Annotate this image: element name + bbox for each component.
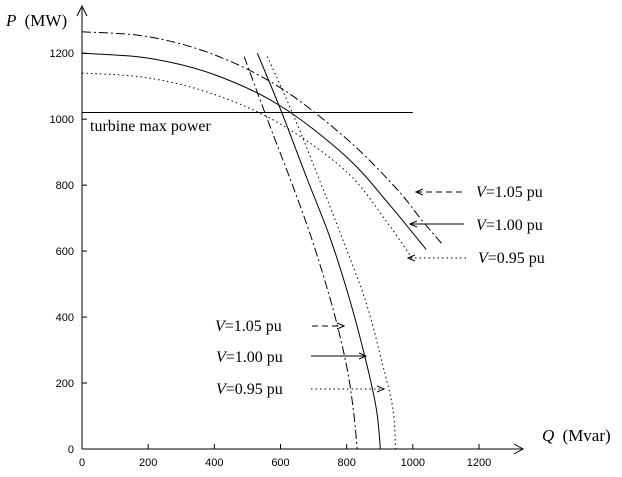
series-line-field-3 — [243, 56, 358, 450]
series-line-armature-1 — [81, 52, 427, 250]
y-tick-label: 400 — [56, 312, 74, 324]
x-tick-label: 600 — [271, 457, 289, 469]
y-axis-unit: (MW) — [25, 11, 67, 30]
y-tick-label: 0 — [68, 444, 74, 456]
turbine-limit: turbine max power — [82, 112, 413, 135]
annotation-label: V=0.95 pu — [216, 381, 283, 398]
y-axis-title: P (MW) — [5, 11, 67, 30]
x-axis-unit: (Mvar) — [563, 426, 611, 445]
x-tick-label: 200 — [139, 457, 157, 469]
x-ticks: 0 200 400 600 800 1000 1200 — [79, 444, 491, 469]
y-tick-label: 1200 — [50, 48, 74, 60]
y-axis-arrow — [76, 4, 88, 17]
annotation-label: V=1.05 pu — [215, 318, 282, 335]
annotation-armature-095: V=0.95 pu — [408, 250, 545, 267]
annotation-armature-100: V=1.00 pu — [410, 217, 543, 234]
series-line-field-5 — [266, 56, 397, 450]
x-tick-label: 400 — [205, 457, 223, 469]
series-line-armature-2 — [81, 72, 414, 260]
y-axis-var: P — [5, 11, 16, 30]
series-line-armature-0 — [81, 31, 443, 245]
y-tick-label: 600 — [56, 246, 74, 258]
annotation-field-105: V=1.05 pu — [215, 318, 344, 335]
x-axis-var: Q — [542, 426, 554, 445]
x-tick-label: 0 — [79, 457, 85, 469]
series-group — [81, 31, 443, 450]
axes — [76, 4, 525, 455]
y-tick-label: 800 — [56, 180, 74, 192]
y-tick-label: 200 — [56, 378, 74, 390]
turbine-max-power-label: turbine max power — [90, 118, 212, 135]
annotations: V=1.05 pu V=1.00 pu V=0.95 pu V=1.05 pu … — [215, 184, 545, 398]
annotation-label: V=0.95 pu — [478, 250, 545, 267]
x-axis-title: Q (Mvar) — [542, 426, 611, 445]
x-axis-arrow — [513, 443, 525, 455]
annotation-label: V=1.00 pu — [216, 349, 283, 366]
annotation-label: V=1.05 pu — [476, 184, 543, 201]
annotation-field-095: V=0.95 pu — [216, 381, 384, 398]
x-tick-label: 1000 — [401, 457, 425, 469]
annotation-armature-105: V=1.05 pu — [416, 184, 543, 201]
y-ticks: 0 200 400 600 800 1000 1200 — [50, 48, 87, 456]
x-tick-label: 800 — [337, 457, 355, 469]
annotation-field-100: V=1.00 pu — [216, 349, 366, 366]
annotation-label: V=1.00 pu — [476, 217, 543, 234]
x-tick-label: 1200 — [467, 457, 491, 469]
series-line-field-4 — [256, 53, 381, 450]
y-tick-label: 1000 — [50, 114, 74, 126]
